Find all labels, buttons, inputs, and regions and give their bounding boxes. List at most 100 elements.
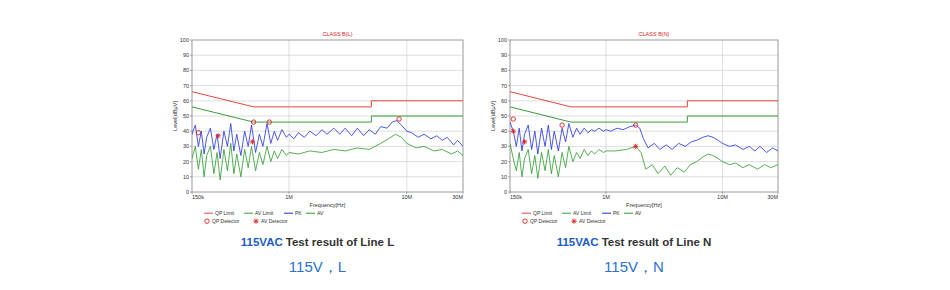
y-tick-label: 10 xyxy=(183,174,189,180)
x-tick-label: 30M xyxy=(452,194,463,200)
legend-symbol xyxy=(571,219,576,224)
legend-symbol xyxy=(522,213,531,214)
detector-point xyxy=(251,120,255,124)
plot-area xyxy=(510,40,778,192)
detector-point xyxy=(397,117,401,121)
series-line xyxy=(192,107,463,122)
series-line xyxy=(192,121,463,159)
series-line xyxy=(510,92,778,107)
detector-point xyxy=(267,120,271,124)
y-grid-line xyxy=(510,70,778,71)
caption-highlight: 115VAC xyxy=(557,236,599,248)
y-tick-label: 20 xyxy=(183,159,189,165)
y-tick-label: 30 xyxy=(183,143,189,149)
chart-title: CLASS B(N) xyxy=(639,31,670,37)
legend-label: AV Detector xyxy=(579,218,606,224)
legend-label: AV Detector xyxy=(261,218,288,224)
y-axis-label: Level[dBµV] xyxy=(490,101,496,131)
y-tick-label: 30 xyxy=(501,143,507,149)
y-tick-label: 90 xyxy=(183,52,189,58)
y-tick-label: 70 xyxy=(501,83,507,89)
y-grid-line xyxy=(510,85,778,86)
series-line xyxy=(510,107,778,122)
legend-symbol xyxy=(284,213,293,214)
y-tick xyxy=(508,161,510,162)
chart-title: CLASS B(L) xyxy=(323,31,353,37)
y-tick-label: 100 xyxy=(498,37,507,43)
data-group xyxy=(510,92,778,179)
subcaption: 115V，L xyxy=(289,258,346,275)
plot-frame xyxy=(510,40,778,192)
y-grid-line xyxy=(192,70,463,71)
x-tick-label: 150k xyxy=(192,194,204,200)
y-tick xyxy=(508,176,510,177)
x-axis-label: Frequency[Hz] xyxy=(626,202,662,208)
y-grid-line xyxy=(192,85,463,86)
y-tick-label: 0 xyxy=(186,189,189,195)
legend-symbol xyxy=(253,219,258,224)
legend-symbol xyxy=(562,213,571,214)
legend-symbol xyxy=(624,213,633,214)
chart-0: 0102030405060708090100150k1M10M30MCLASS … xyxy=(172,31,463,275)
x-grid-line xyxy=(605,40,606,192)
y-grid-line xyxy=(510,55,778,56)
y-tick xyxy=(190,70,192,71)
legend-label: QP Limit xyxy=(533,210,553,216)
y-tick-label: 50 xyxy=(501,113,507,119)
y-tick-label: 10 xyxy=(501,174,507,180)
y-tick xyxy=(508,131,510,132)
y-tick-label: 50 xyxy=(183,113,189,119)
y-tick xyxy=(508,40,510,41)
y-tick-label: 60 xyxy=(183,98,189,104)
x-tick-label: 1M xyxy=(285,194,293,200)
y-tick xyxy=(190,176,192,177)
chart-1: 0102030405060708090100150k1M10M30MCLASS … xyxy=(490,31,778,275)
legend-label: PK xyxy=(613,210,620,216)
plot-frame xyxy=(192,40,463,192)
caption-text: Test result of Line N xyxy=(602,236,712,248)
subcaption: 115V，N xyxy=(604,258,664,275)
y-tick-label: 80 xyxy=(183,67,189,73)
caption-highlight: 115VAC xyxy=(241,236,283,248)
figure: 0 10 20 30 40 50 60 70 80 90 100 150k 1M 10M 30M CLASS … xyxy=(0,0,950,290)
series-line xyxy=(510,122,778,154)
detector-point xyxy=(511,129,516,134)
legend: QP LimitAV LimitPKAVQP DetectorAV Detect… xyxy=(522,210,642,224)
x-tick-label: 10M xyxy=(401,194,412,200)
legend-label: QP Detector xyxy=(530,218,558,224)
legend-symbol xyxy=(205,219,209,223)
y-tick xyxy=(508,70,510,71)
detector-point xyxy=(511,117,515,121)
y-tick xyxy=(190,40,192,41)
y-tick xyxy=(190,116,192,117)
caption: 115VACTest result of Line N xyxy=(557,236,712,248)
x-tick-label: 30M xyxy=(767,194,778,200)
y-tick xyxy=(190,146,192,147)
detector-point xyxy=(633,144,638,149)
y-grid-line xyxy=(510,131,778,132)
legend-label: AV Limit xyxy=(255,210,274,216)
legend-label: AV xyxy=(635,210,642,216)
plot-area xyxy=(192,40,463,192)
y-axis-label: Level[dBµV] xyxy=(172,101,178,131)
legend: QP LimitAV LimitPKAVQP DetectorAV Detect… xyxy=(204,210,324,224)
y-tick-label: 100 xyxy=(180,37,189,43)
series-line xyxy=(510,143,778,178)
detector-point xyxy=(633,123,637,127)
y-tick-label: 80 xyxy=(501,67,507,73)
y-grid-line xyxy=(192,55,463,56)
y-tick xyxy=(190,55,192,56)
detector-point xyxy=(196,131,200,135)
detector-point xyxy=(250,139,255,144)
x-tick-label: 1M xyxy=(602,194,610,200)
legend-label: QP Detector xyxy=(212,218,240,224)
detector-point xyxy=(522,139,527,144)
y-tick-label: 40 xyxy=(501,128,507,134)
legend-symbol xyxy=(244,213,253,214)
y-tick xyxy=(508,100,510,101)
legend-symbol xyxy=(204,213,213,214)
legend-label: QP Limit xyxy=(215,210,235,216)
y-tick-label: 70 xyxy=(183,83,189,89)
x-tick-label: 150k xyxy=(510,194,522,200)
x-tick-label: 10M xyxy=(717,194,728,200)
